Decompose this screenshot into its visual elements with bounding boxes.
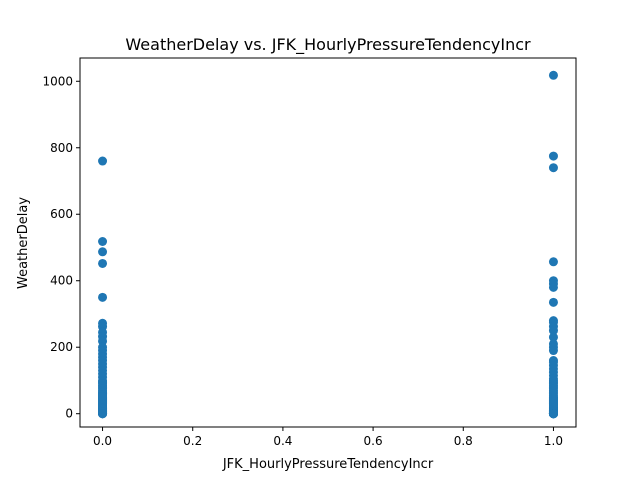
x-tick-label: 0.6 [364, 434, 383, 448]
y-tick-label: 400 [50, 274, 73, 288]
plot-points [98, 70, 558, 419]
data-point [98, 258, 108, 268]
data-point [548, 297, 558, 307]
data-point [98, 391, 108, 401]
y-tick-label: 1000 [42, 74, 73, 88]
x-tick-label: 0.2 [183, 434, 202, 448]
y-tick-label: 0 [65, 407, 73, 421]
data-point [548, 326, 558, 336]
y-axis-label: WeatherDelay [16, 197, 31, 289]
x-tick-label: 0.4 [273, 434, 292, 448]
y-axis: 0 200 400 600 800 1000 [42, 74, 80, 421]
chart-title: WeatherDelay vs. JFK_HourlyPressureTende… [125, 35, 531, 55]
plot-frame [79, 57, 577, 428]
data-point [548, 70, 558, 80]
data-point [548, 163, 558, 173]
x-axis: 0.0 0.2 0.4 0.6 0.8 1.0 [93, 427, 563, 448]
data-point [98, 409, 108, 419]
data-point [548, 282, 558, 292]
data-point [548, 332, 558, 342]
data-point [98, 292, 108, 302]
x-tick-label: 1.0 [544, 434, 563, 448]
data-point [548, 346, 558, 356]
x-tick-label: 0.0 [93, 434, 112, 448]
x-tick-label: 0.8 [454, 434, 473, 448]
data-point [98, 237, 108, 247]
data-point [98, 156, 108, 166]
y-tick-label: 800 [50, 141, 73, 155]
data-point [548, 151, 558, 161]
y-tick-label: 600 [50, 207, 73, 221]
x-axis-label: JFK_HourlyPressureTendencyIncr [222, 457, 434, 472]
y-tick-label: 200 [50, 340, 73, 354]
data-point [548, 257, 558, 267]
data-point [98, 247, 108, 257]
data-point [548, 409, 558, 419]
